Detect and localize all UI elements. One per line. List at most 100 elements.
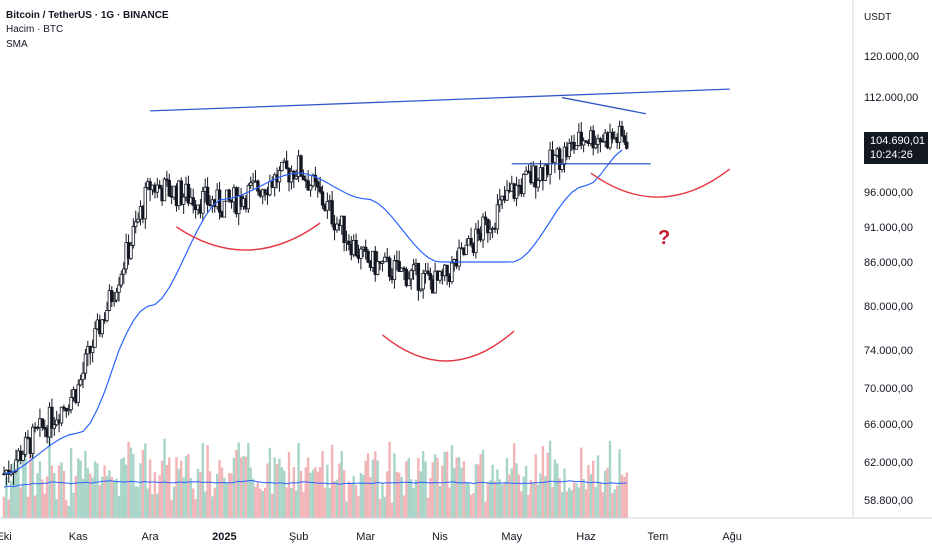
time-tick-label: Şub [289,531,309,543]
volume-bar [290,487,293,518]
volume-bar [489,480,492,518]
volume-bar [352,475,355,518]
volume-bar [211,496,214,518]
volume-bar [407,458,410,518]
down-trendline[interactable] [561,96,647,115]
volume-bar [168,457,171,518]
candle-body [342,215,346,243]
volume-bar [306,457,310,518]
candle-body [93,328,97,348]
volume-bar [599,482,602,518]
volume-bar [366,453,370,518]
symbol-title[interactable]: Bitcoin / TetherUS · 1G · BINANCE [6,10,169,21]
volume-bar [311,469,315,518]
candle-body [119,273,124,286]
candle-body [498,199,502,206]
volume-bar [536,484,540,518]
volume-bar [314,467,317,518]
candle-body [407,278,411,287]
candle-body [395,260,399,262]
volume-bar [443,451,446,518]
volume-bar [120,458,123,518]
volume-bar [453,467,456,518]
volume-bar [508,474,511,518]
candle-body [526,170,531,173]
price-tick-label: 58.800,00 [864,495,913,507]
volume-bar [220,467,224,518]
candle-body [402,267,406,270]
time-tick-label: 2025 [212,531,236,543]
candle-body [246,185,251,210]
price-tick-label: 112.000,00 [864,92,918,104]
volume-bar [292,467,296,518]
volume-bar [297,443,300,518]
candle-body [524,170,528,175]
candle-body [505,189,509,201]
candle-body [387,257,392,277]
candle-body [366,250,370,263]
candle-body [567,142,571,157]
volume-bar [357,495,360,518]
time-tick-label: Tem [648,531,669,543]
volume-bar [412,488,415,518]
volume-bar [69,447,73,518]
volume-bar [115,478,118,518]
volume-bar [98,485,102,518]
volume-bar [302,492,305,518]
head-arc[interactable] [381,330,515,362]
candle-body [318,186,322,193]
countdown-timer: 10:24:26 [870,149,913,161]
candle-body [131,226,136,246]
volume-bar [330,444,334,518]
volume-bar [388,441,391,518]
sma-legend[interactable]: SMA [6,39,28,50]
candle-body [69,397,73,411]
volume-bar [496,469,499,518]
time-tick-label: Eki [0,531,12,543]
time-tick-label: Ağu [722,531,742,543]
drawings [3,88,731,475]
resistance-trendline[interactable] [150,88,730,112]
candle-body [191,197,195,206]
volume-bar [134,486,137,518]
candle-body [426,270,430,274]
volume-bar [414,479,418,518]
volume-bar [426,497,430,518]
volume-bar [117,495,121,518]
volume-bar [556,463,559,518]
volume-bar [419,471,422,518]
last-price-badge: 104.690,01 10:24:26 [864,132,928,164]
volume-bar [522,476,525,518]
volume-bar [33,495,37,518]
candle-body [43,426,47,430]
left-shoulder-arc[interactable] [176,222,321,251]
candle-body [608,131,612,149]
volume-bar [328,488,331,518]
volume-bar [436,457,439,518]
time-axis[interactable]: Eki Kas Ara 2025 Şub Mar Nis May Haz Tem Ağu [0,531,742,543]
candle-body [284,160,289,169]
volume-bar [129,447,133,518]
volume-bar [60,462,63,518]
volume-bar [259,488,262,518]
price-axis[interactable]: 120.000,00 112.000,00 96.000,00 91.000,00 86… [864,51,919,507]
volume-bar [86,468,90,518]
volume-bar [254,486,257,518]
volume-bar [318,467,322,518]
candle-body [584,140,588,143]
candle-body [483,216,488,220]
right-shoulder-arc[interactable] [590,168,731,198]
volume-bar [623,476,626,518]
volume-bar [62,470,66,518]
volume-bar [96,463,99,518]
volume-bar [309,472,312,518]
volume-bar [479,454,482,518]
candle-body [294,175,298,180]
candle-body [581,140,586,146]
volume-legend[interactable]: Hacim · BTC [6,24,64,35]
volume-bar [335,479,339,518]
volume-bar [5,476,8,518]
candle-body [404,269,409,287]
volume-bar [472,493,475,518]
